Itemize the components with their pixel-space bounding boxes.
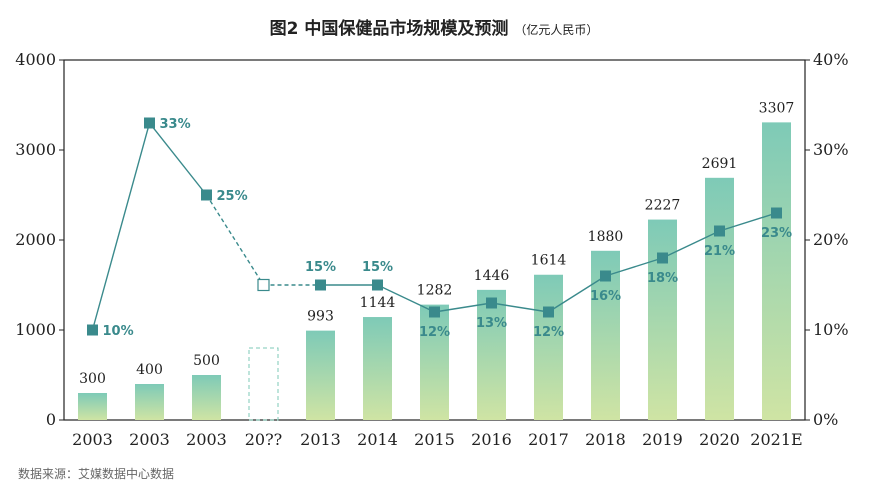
x-tick-label: 2019 <box>642 430 683 449</box>
line-point <box>429 306 440 318</box>
line-segment <box>491 302 549 313</box>
percent-label: 33% <box>160 117 191 132</box>
line-segment <box>148 122 208 196</box>
x-tick-label: 2003 <box>72 430 113 449</box>
line-segment <box>662 230 720 259</box>
y-right-tick-label: 20% <box>813 230 849 249</box>
bar <box>363 317 392 420</box>
x-tick-label: 2003 <box>129 430 170 449</box>
bar-value-label: 300 <box>79 371 106 387</box>
bar-value-label: 1144 <box>360 295 396 311</box>
line-point <box>600 270 611 282</box>
percent-label: 12% <box>419 325 450 340</box>
y-left-tick-label: 3000 <box>15 140 56 159</box>
percent-label: 13% <box>476 316 507 331</box>
x-tick-label: 2003 <box>186 430 227 449</box>
bar-placeholder <box>248 347 279 421</box>
percent-labels: 10% 33% 25% 15% 15% 12% 13% 12% 16% 18% 21% 23% <box>103 117 793 340</box>
line-point <box>315 279 326 291</box>
y-right-tick-label: 0% <box>813 410 838 429</box>
y-right-tick-label: 40% <box>813 50 849 69</box>
bar-value-label: 1282 <box>417 283 453 299</box>
percent-label: 10% <box>103 324 134 339</box>
line-point <box>714 225 725 237</box>
percent-label: 18% <box>647 271 678 286</box>
line-segment <box>91 122 151 331</box>
percent-label: 15% <box>305 260 336 275</box>
percent-label: 25% <box>217 189 248 204</box>
x-tick-label: 2016 <box>471 430 512 449</box>
line-segment <box>434 302 492 313</box>
line-point <box>771 207 782 219</box>
bar <box>135 384 164 420</box>
y-left-tick-label: 1000 <box>15 320 56 339</box>
percent-label: 23% <box>761 226 792 241</box>
line-segment <box>605 257 663 277</box>
bar <box>534 274 563 420</box>
percent-label: 15% <box>362 260 393 275</box>
y-right-tick-label: 10% <box>813 320 849 339</box>
line-point <box>486 297 497 309</box>
bar-value-label: 993 <box>307 309 334 325</box>
line-point <box>144 117 155 129</box>
chart-title: 图2 中国保健品市场规模及预测 （亿元人民币） <box>270 18 599 39</box>
x-tick-label: 2018 <box>585 430 626 449</box>
x-tick-label: 2017 <box>528 430 569 449</box>
bar-value-label: 1880 <box>588 229 624 245</box>
percent-label: 16% <box>590 289 621 304</box>
y-right-tick-label: 30% <box>813 140 849 159</box>
line-segment <box>205 194 265 286</box>
source-note: 数据来源：艾媒数据中心数据 <box>18 466 174 481</box>
line-point-placeholder <box>257 278 270 292</box>
bar <box>192 375 221 420</box>
line-point <box>543 306 554 318</box>
chart-title-main: 图2 中国保健品市场规模及预测 <box>270 18 509 39</box>
bar-labels: 300 400 500 993 1144 1282 1446 1614 1880 2227 2691… <box>79 100 794 387</box>
percent-label: 21% <box>704 244 735 259</box>
x-tick-label: 20?? <box>245 430 283 449</box>
line-point <box>87 324 98 336</box>
y-left-tick-label: 2000 <box>15 230 56 249</box>
line-point <box>657 252 668 264</box>
x-tick-label: 2020 <box>699 430 740 449</box>
bar-value-label: 2227 <box>645 198 681 214</box>
bar <box>477 289 506 420</box>
bar <box>78 393 107 420</box>
bar-value-label: 2691 <box>702 156 738 172</box>
bar <box>648 219 677 420</box>
y-left-tick-label: 0 <box>46 410 56 429</box>
x-tick-label: 2021E <box>750 430 802 449</box>
y-left-tick-label: 4000 <box>15 50 56 69</box>
bar <box>705 177 734 420</box>
line-segment <box>719 212 777 232</box>
x-tick-label: 2015 <box>414 430 455 449</box>
bar-value-label: 1446 <box>474 268 510 284</box>
growth-line <box>87 117 782 336</box>
percent-label: 12% <box>533 325 564 340</box>
bar <box>420 304 449 420</box>
bar <box>762 122 791 421</box>
chart-title-unit: （亿元人民币） <box>514 22 598 37</box>
bar-value-label: 3307 <box>759 100 795 116</box>
bar-value-label: 1614 <box>531 253 567 269</box>
bars <box>78 122 791 421</box>
x-tick-label: 2014 <box>357 430 398 449</box>
line-point <box>201 189 212 201</box>
x-tick-label: 2013 <box>300 430 341 449</box>
line-point <box>372 279 383 291</box>
x-tick-labels: 2003 2003 2003 20?? 2013 2014 2015 2016 2017 2018… <box>72 430 803 449</box>
bar-value-label: 400 <box>136 362 163 378</box>
line-segment <box>548 275 606 313</box>
bar-value-label: 500 <box>193 353 220 369</box>
line-segment <box>377 284 435 313</box>
bar <box>306 330 335 420</box>
